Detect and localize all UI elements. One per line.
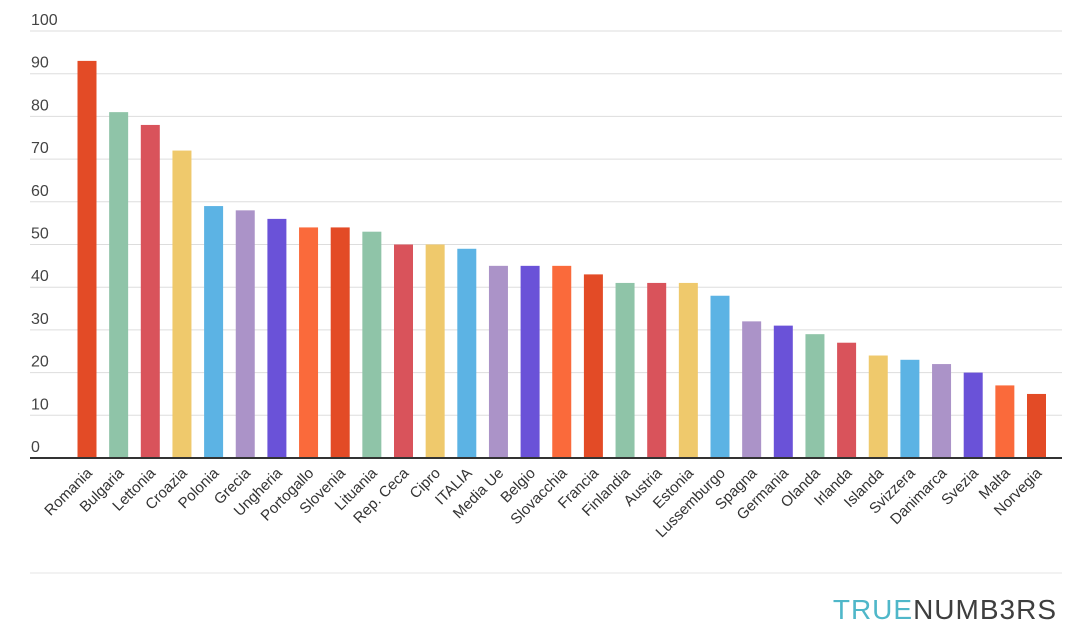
bar xyxy=(267,218,287,458)
y-tick-label: 30 xyxy=(31,311,49,328)
bar xyxy=(1027,393,1046,458)
bar xyxy=(140,124,160,458)
bar xyxy=(204,206,224,458)
bar xyxy=(773,325,793,458)
bar xyxy=(172,150,192,458)
bar xyxy=(552,265,572,458)
bar xyxy=(299,227,319,458)
y-tick-label: 80 xyxy=(31,97,49,114)
y-tick-label: 100 xyxy=(31,12,58,29)
brand-logo: TRUENUMB3RS xyxy=(833,594,1057,626)
y-axis: 0 10 20 30 40 50 60 70 80 90 100 xyxy=(31,12,58,456)
y-tick-label: 10 xyxy=(31,396,49,413)
brand-logo-part1: TRUE xyxy=(832,594,914,625)
bar xyxy=(425,244,445,458)
bar xyxy=(868,355,888,458)
y-tick-label: 70 xyxy=(31,140,49,157)
bar xyxy=(109,112,129,458)
bar xyxy=(330,227,350,458)
bar xyxy=(678,282,698,458)
bar xyxy=(488,265,508,458)
y-tick-label: 40 xyxy=(31,268,49,285)
x-axis-labels: RomaniaBulgariaLettoniaCroaziaPoloniaGre… xyxy=(41,464,1045,541)
bar xyxy=(963,372,983,458)
y-tick-label: 20 xyxy=(31,354,49,371)
bar xyxy=(837,342,857,458)
bar xyxy=(742,321,762,458)
bar xyxy=(235,210,255,458)
y-tick-label: 0 xyxy=(31,439,40,456)
brand-logo-part2: NUMB3RS xyxy=(913,594,1057,625)
bar xyxy=(583,274,603,458)
x-tick-label: Svezia xyxy=(938,464,982,508)
bar xyxy=(647,282,667,458)
y-tick-label: 50 xyxy=(31,226,49,243)
y-tick-label: 60 xyxy=(31,183,49,200)
gridlines xyxy=(30,30,1062,416)
bar xyxy=(932,364,952,458)
y-tick-label: 90 xyxy=(31,55,49,72)
bar xyxy=(710,295,730,458)
bar xyxy=(520,265,540,458)
bar xyxy=(615,282,635,458)
bars xyxy=(77,60,1046,458)
bar xyxy=(900,359,920,458)
bar xyxy=(394,244,413,458)
bar xyxy=(457,248,477,458)
bar xyxy=(77,60,97,458)
bar xyxy=(995,385,1015,458)
bar xyxy=(805,334,825,458)
bar xyxy=(362,231,382,458)
